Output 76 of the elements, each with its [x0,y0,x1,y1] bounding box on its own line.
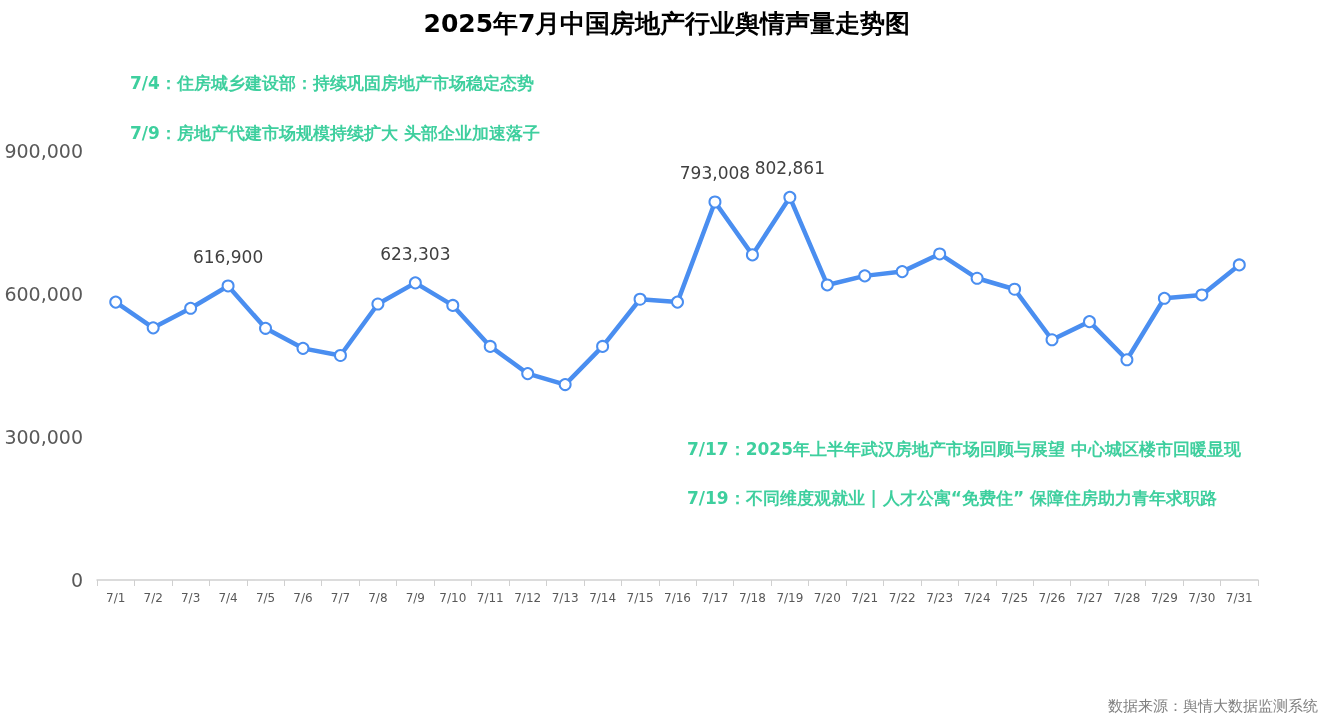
x-tick-label: 7/6 [293,591,313,605]
x-tick-label: 7/2 [143,591,163,605]
point [820,278,834,292]
point [708,195,722,209]
text: 7/9：房地产代建市场规模持续扩大 头部企业加速落子 [130,122,540,143]
point [371,297,385,311]
x-tick-label: 7/5 [255,591,276,605]
x-tick-label: 7/20 [813,591,841,605]
point [296,341,310,355]
point [895,265,909,279]
point [933,247,947,261]
x-tick-label: 7/9 [405,591,425,605]
y-tick-label: 300,000 [4,426,83,448]
point [671,295,684,309]
annotation: 7/19：不同维度观就业 | 人才公寓“免费住” 保障住房助力青年求职路 [687,487,1218,508]
y-tick-label: 900,000 [4,140,83,162]
x-tick-label: 7/7 [330,591,351,605]
x-tick-label: 7/15 [626,591,654,605]
x-tick-label: 7/19 [776,591,804,605]
x-tick-label: 7/1 [106,591,126,605]
point [446,298,460,312]
point [745,248,759,262]
point [333,348,347,362]
x-tick-label: 7/29 [1150,591,1178,605]
x-tick-label: 7/11 [476,591,504,605]
x-tick-label: 7/3 [180,591,201,605]
x-tick-label: 7/12 [514,591,542,605]
chart-title: 2025年7月中国房地产行业舆情声量走势图 [423,9,911,38]
point [146,321,160,335]
x-tick-label: 7/13 [551,591,579,605]
point [259,321,273,335]
point [633,292,647,306]
x-tick-label: 7/14 [589,591,617,605]
point [1120,353,1134,367]
x-tick-label: 7/27 [1075,591,1103,605]
point [184,301,198,315]
point [858,269,872,283]
point [221,279,235,293]
point [521,367,535,381]
point [1157,291,1171,305]
point [1082,315,1096,329]
x-tick-label: 7/31 [1225,591,1253,605]
point [1008,282,1022,296]
point [1232,258,1246,272]
point [1045,333,1059,347]
data-label: 802,861 [754,158,826,179]
source-note: 数据来源：舆情大数据监测系统 [1108,696,1318,715]
x-tick-label: 7/22 [888,591,916,605]
x-tick-label: 7/16 [664,591,691,605]
point [596,339,610,353]
x-tick-label: 7/30 [1188,591,1216,605]
x-tick-label: 7/23 [926,591,954,605]
x-tick-label: 7/10 [439,591,467,605]
text: 7/4：住房城乡建设部：持续巩固房地产市场稳定态势 [130,72,534,93]
x-tick-label: 7/24 [963,591,991,605]
point [558,378,572,392]
x-tick-label: 7/8 [368,591,388,605]
x-tick-label: 7/4 [218,591,238,605]
annotation: 7/17：2025年上半年武汉房地产市场回顾与展望 中心城区楼市回暖显现 [687,438,1242,459]
point [970,271,984,285]
point [1195,288,1209,302]
x-tick-label: 7/18 [738,591,766,605]
point [109,295,123,309]
x-tick-label: 7/21 [851,591,879,605]
x-tick-label: 7/17 [701,591,729,605]
y-tick-label: 600,000 [4,283,83,305]
data-label: 616,900 [192,246,264,267]
x-tick-label: 7/28 [1113,591,1141,605]
point [783,190,797,204]
x-tick-label: 7/26 [1038,591,1066,605]
point [483,339,497,353]
data-label: 793,008 [679,163,751,183]
data-label: 623,303 [380,243,451,264]
y-tick-label: 0 [70,569,83,591]
x-tick-label: 7/25 [1001,591,1029,605]
point [408,276,422,290]
